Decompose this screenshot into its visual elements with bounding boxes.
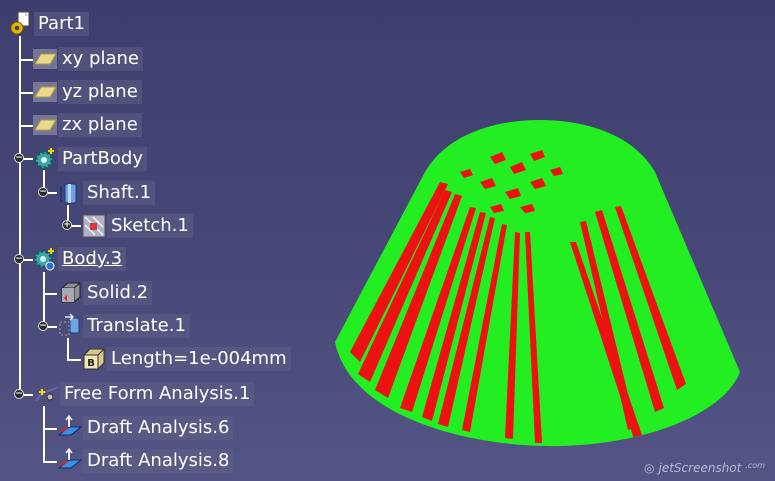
camera-icon: ◎ [644, 461, 655, 475]
tree-line [43, 272, 45, 327]
tree-line [43, 326, 57, 328]
tree-node-label: Free Form Analysis.1 [60, 382, 255, 406]
body-gear-icon [32, 146, 58, 172]
tree-node-length-parameter[interactable]: B Length=1e-004mm [81, 346, 291, 372]
analysis-icon [34, 381, 60, 407]
plane-icon [32, 79, 58, 105]
tree-node-label: Translate.1 [83, 314, 190, 338]
collapse-toggle[interactable]: − [38, 321, 48, 331]
tree-line [67, 338, 69, 360]
tree-node-draft-analysis-8[interactable]: Draft Analysis.8 [57, 448, 234, 474]
tree-node-label: Draft Analysis.6 [83, 416, 234, 440]
sketch-icon [81, 213, 107, 239]
tree-line [19, 158, 33, 160]
tree-node-draft-analysis-6[interactable]: Draft Analysis.6 [57, 415, 234, 441]
collapse-toggle[interactable]: − [14, 389, 24, 399]
tree-line [43, 461, 57, 463]
expand-toggle[interactable]: + [62, 220, 72, 230]
tree-node-label: PartBody [58, 147, 147, 171]
parameter-icon: B [81, 346, 107, 372]
body-gear-icon [32, 246, 58, 272]
collapse-toggle[interactable]: − [14, 153, 24, 163]
tree-node-label: Part1 [34, 12, 89, 36]
watermark-text: jetScreenshot [658, 461, 742, 475]
watermark-suffix: .com [745, 461, 765, 470]
tree-node-solid[interactable]: Solid.2 [57, 280, 153, 306]
draft-analysis-icon [57, 448, 83, 474]
svg-text:B: B [87, 358, 95, 369]
tree-line [19, 259, 33, 261]
tree-node-shaft[interactable]: Shaft.1 [57, 180, 156, 206]
collapse-toggle[interactable]: − [14, 254, 24, 264]
tree-node-zx-plane[interactable]: zx plane [32, 112, 142, 138]
tree-node-label: Solid.2 [83, 281, 153, 305]
tree-node-free-form-analysis[interactable]: Free Form Analysis.1 [34, 381, 255, 407]
tree-node-label: Body.3 [58, 247, 127, 271]
specification-tree: − − + − − − Part1 xy plane [0, 0, 320, 481]
tree-line [19, 125, 33, 127]
tree-node-translate[interactable]: Translate.1 [57, 313, 190, 339]
tree-line [67, 359, 81, 361]
plane-icon [32, 112, 58, 138]
3d-viewport[interactable] [330, 112, 750, 452]
tree-node-label: zx plane [58, 113, 142, 137]
collapse-toggle[interactable]: − [38, 187, 48, 197]
tree-node-body3[interactable]: Body.3 [32, 246, 127, 272]
tree-line [43, 170, 45, 193]
solid-icon [57, 280, 83, 306]
tree-node-part1[interactable]: Part1 [8, 11, 89, 37]
tree-line [43, 293, 57, 295]
tree-line [19, 36, 21, 394]
tree-node-label: Draft Analysis.8 [83, 449, 234, 473]
plane-icon [32, 46, 58, 72]
tree-node-xy-plane[interactable]: xy plane [32, 46, 143, 72]
tree-line [67, 205, 69, 226]
translate-icon [57, 313, 83, 339]
tree-node-label: yz plane [58, 80, 142, 104]
tree-node-label: xy plane [58, 47, 143, 71]
watermark: ◎ jetScreenshot .com [644, 461, 765, 475]
tree-line [43, 428, 57, 430]
tree-line [43, 406, 45, 461]
tree-line [43, 192, 57, 194]
shaft-icon [57, 180, 83, 206]
tree-node-yz-plane[interactable]: yz plane [32, 79, 142, 105]
tree-line [19, 59, 33, 61]
draft-fail-regions [350, 150, 686, 443]
tree-line [19, 92, 33, 94]
draft-analysis-icon [57, 415, 83, 441]
tree-node-sketch[interactable]: Sketch.1 [81, 213, 193, 239]
tree-node-label: Sketch.1 [107, 214, 193, 238]
tree-line [67, 225, 81, 227]
tree-node-label: Shaft.1 [83, 181, 156, 205]
tree-line [19, 394, 33, 396]
tree-node-partbody[interactable]: PartBody [32, 146, 147, 172]
part-icon [8, 11, 34, 37]
tree-node-label: Length=1e-004mm [107, 347, 291, 371]
